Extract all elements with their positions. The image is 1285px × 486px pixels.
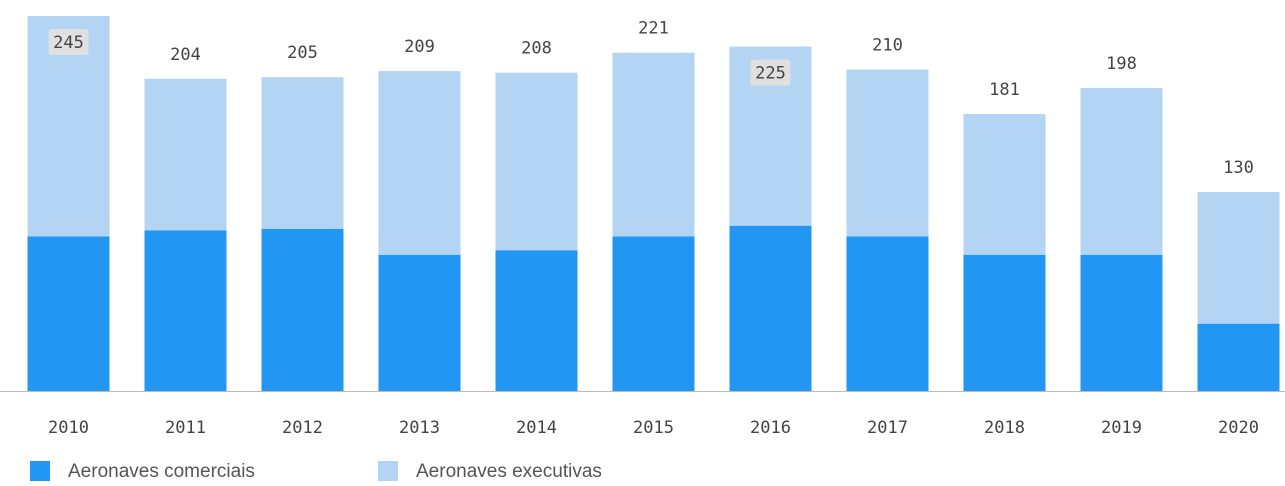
bar-segment xyxy=(261,228,344,391)
total-label: 208 xyxy=(521,39,552,59)
x-tick-label: 2010 xyxy=(48,418,89,438)
total-label: 221 xyxy=(638,19,669,39)
label-box xyxy=(750,59,791,86)
total-label: 210 xyxy=(872,36,903,56)
bar-segment xyxy=(261,77,344,229)
bar-segment xyxy=(963,254,1046,391)
bar-segment xyxy=(612,52,695,237)
legend-swatch xyxy=(378,461,398,481)
x-tick-label: 2011 xyxy=(165,418,206,438)
total-label: 181 xyxy=(989,80,1020,100)
bar-segment xyxy=(1080,254,1163,391)
bar-segment xyxy=(495,250,578,391)
bar-segment xyxy=(1080,87,1163,255)
x-tick-label: 2012 xyxy=(282,418,323,438)
legend-swatch xyxy=(30,461,50,481)
bar-segment xyxy=(846,69,929,237)
bar-segment xyxy=(378,254,461,391)
total-label: 209 xyxy=(404,37,435,57)
total-label: 205 xyxy=(287,43,318,63)
total-label: 204 xyxy=(170,45,201,65)
legend-label: Aeronaves executivas xyxy=(416,461,602,482)
bar-segment xyxy=(1197,192,1280,324)
total-label: 225 xyxy=(755,64,786,84)
total-label: 130 xyxy=(1223,158,1254,178)
x-tick-label: 2013 xyxy=(399,418,440,438)
bar-segment xyxy=(378,71,461,255)
x-tick-label: 2014 xyxy=(516,418,557,438)
x-tick-label: 2015 xyxy=(633,418,674,438)
bar-segment xyxy=(144,230,227,391)
total-label: 198 xyxy=(1106,54,1137,74)
legend-label: Aeronaves comerciais xyxy=(68,461,255,482)
bar-segment xyxy=(846,236,929,391)
bar-segment xyxy=(495,72,578,251)
x-tick-label: 2018 xyxy=(984,418,1025,438)
x-tick-label: 2017 xyxy=(867,418,908,438)
bar-segment xyxy=(1197,323,1280,391)
label-box xyxy=(48,29,89,55)
x-tick-label: 2020 xyxy=(1218,418,1259,438)
bar-segment xyxy=(729,225,812,391)
bar-segment xyxy=(144,78,227,231)
bar-segment xyxy=(963,113,1046,255)
bar-segment xyxy=(27,236,110,391)
total-label: 245 xyxy=(53,33,84,53)
bar-segment xyxy=(612,236,695,391)
x-tick-label: 2016 xyxy=(750,418,791,438)
x-tick-label: 2019 xyxy=(1101,418,1142,438)
